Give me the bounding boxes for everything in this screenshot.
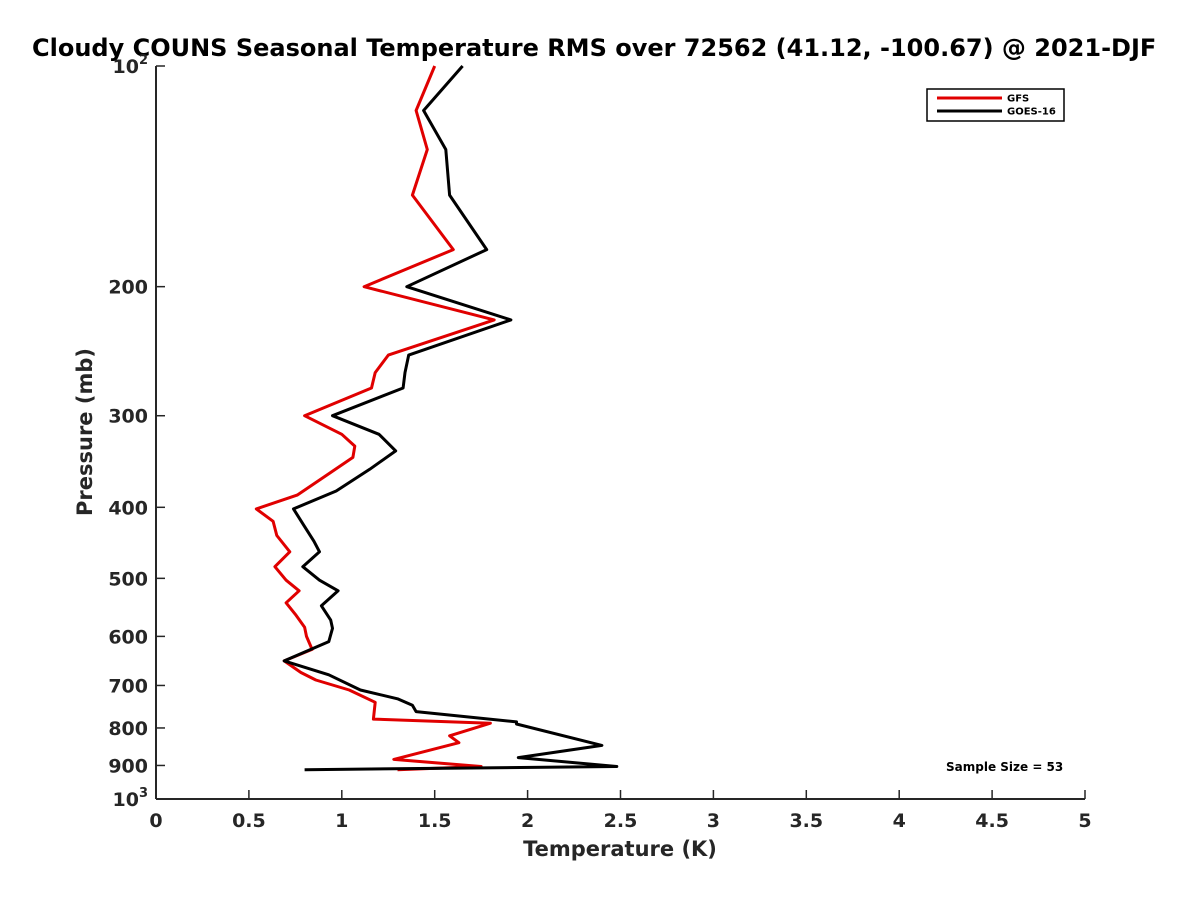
- y-tick-label: 900: [108, 755, 148, 777]
- y-tick-label: 700: [108, 675, 148, 697]
- legend-box: [926, 88, 1065, 122]
- series-line-gfs: [254, 65, 496, 772]
- x-tick-label: 0.5: [232, 810, 266, 832]
- x-tick-label: 2.5: [604, 810, 638, 832]
- legend-label: GOES-16: [1007, 107, 1056, 118]
- x-tick-label: 3.5: [789, 810, 823, 832]
- series-line-goes-16: [282, 65, 619, 772]
- y-tick-label: 500: [108, 568, 148, 590]
- y-tick-label: 800: [108, 718, 148, 740]
- x-tick-label: 5: [1078, 810, 1091, 832]
- y-tick-exponent: 2: [139, 53, 148, 68]
- sample-size-annotation: Sample Size = 53: [946, 760, 1063, 774]
- y-tick-label: 200: [108, 277, 148, 299]
- legend: GFS GOES-16: [926, 88, 1065, 122]
- y-tick-base: 10: [113, 56, 139, 78]
- y-tick-label: 102: [113, 53, 149, 78]
- series-layer: [254, 65, 619, 772]
- y-tick-label: 300: [108, 406, 148, 428]
- x-tick-label: 3: [707, 810, 720, 832]
- x-tick-label: 2: [521, 810, 534, 832]
- y-tick-base: 10: [113, 789, 139, 811]
- y-tick-label: 400: [108, 497, 148, 519]
- y-tick-label: 103: [113, 786, 149, 811]
- x-axis-label: Temperature (K): [523, 837, 717, 861]
- y-tick-exponent: 3: [139, 786, 148, 801]
- x-tick-label: 0: [149, 810, 162, 832]
- x-tick-label: 4.5: [975, 810, 1009, 832]
- y-tick-label: 600: [108, 626, 148, 648]
- chart-title: Cloudy COUNS Seasonal Temperature RMS ov…: [32, 34, 1156, 62]
- axes: 0 0.5 1 1.5 2 2.5 3 3.5 4 4.5 51022003004005006007…: [108, 53, 1091, 832]
- x-tick-label: 4: [893, 810, 906, 832]
- legend-label: GFS: [1007, 94, 1029, 105]
- x-tick-label: 1.5: [418, 810, 452, 832]
- x-tick-label: 1: [335, 810, 348, 832]
- y-axis-label: Pressure (mb): [73, 348, 97, 516]
